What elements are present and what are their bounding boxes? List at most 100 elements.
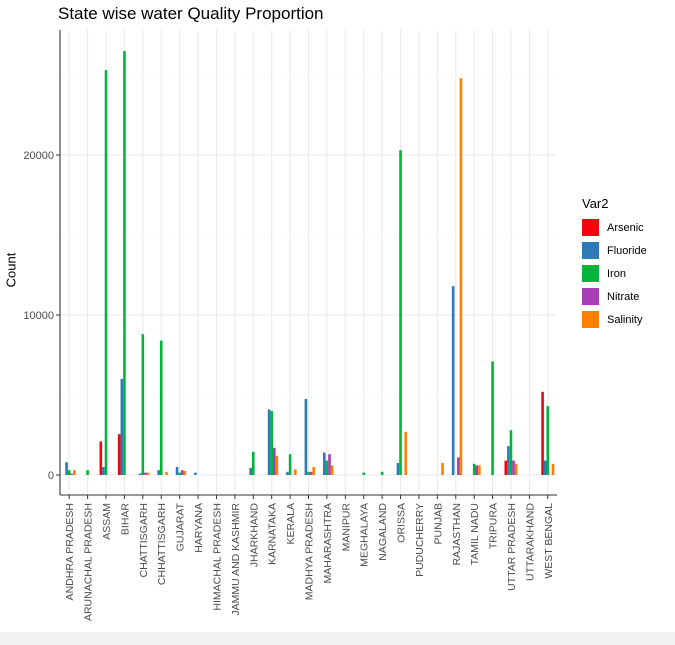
- x-tick-label: TRIPURA: [488, 503, 500, 549]
- x-tick-label: MEGHALAYA: [359, 503, 371, 567]
- x-tick-label: BIHAR: [119, 503, 131, 536]
- legend-item-arsenic: Arsenic: [582, 216, 647, 239]
- legend: Var2 Arsenic Fluoride Iron Nitrate Salin…: [582, 196, 647, 331]
- bar-fluoride: [507, 446, 510, 475]
- x-tick-label: MADHYA PRADESH: [304, 503, 316, 600]
- x-tick-label: ANDHRA PRADESH: [64, 503, 76, 600]
- bar-iron: [67, 470, 71, 475]
- bar-iron: [86, 470, 89, 475]
- chart-title: State wise water Quality Proportion: [58, 4, 324, 23]
- bar-fluoride: [175, 467, 179, 475]
- bar-fluoride: [194, 472, 197, 475]
- bar-fluoride: [138, 473, 142, 475]
- y-tick-label: 20000: [23, 150, 54, 162]
- major-gridlines: [60, 30, 557, 495]
- y-ticks: 0 10000 20000: [23, 150, 60, 482]
- bar-salinity: [293, 469, 297, 475]
- x-tick-label: PUDUCHERRY: [414, 503, 426, 577]
- bar-fluoride: [65, 462, 68, 475]
- x-tick-label: GUJARAT: [175, 502, 187, 551]
- bar-arsenic: [117, 434, 121, 475]
- bar-salinity: [459, 78, 463, 475]
- x-tick-label: KERALA: [285, 503, 297, 544]
- legend-item-fluoride: Fluoride: [582, 239, 647, 262]
- x-tick-label: ORISSA: [396, 503, 408, 543]
- legend-key-salinity: [582, 311, 599, 328]
- legend-item-nitrate: Nitrate: [582, 285, 647, 308]
- bar-iron: [251, 451, 255, 475]
- bar-salinity: [551, 463, 555, 475]
- bar-nitrate: [144, 472, 147, 475]
- bar-iron: [104, 70, 108, 475]
- bar-salinity: [183, 471, 187, 475]
- legend-label-iron: Iron: [607, 267, 626, 280]
- bar-iron: [399, 150, 402, 475]
- bar-nitrate: [512, 460, 515, 475]
- legend-label-nitrate: Nitrate: [607, 290, 640, 303]
- legend-label-salinity: Salinity: [607, 313, 643, 326]
- bar-fluoride: [120, 379, 124, 475]
- bar-iron: [159, 340, 163, 475]
- bar-iron: [325, 460, 329, 475]
- x-tick-label: UTTARAKHAND: [524, 503, 536, 581]
- bar-nitrate: [328, 454, 331, 475]
- bar-iron: [472, 463, 476, 475]
- bar-fluoride: [267, 409, 271, 475]
- bar-fluoride: [249, 467, 252, 475]
- y-tick-label: 0: [48, 470, 54, 482]
- x-tick-label: ASSAM: [101, 503, 113, 540]
- legend-key-nitrate: [582, 288, 599, 305]
- bar-fluoride: [157, 470, 160, 475]
- x-tick-label: HIMACHAL PRADESH: [211, 503, 223, 611]
- x-tick-label: CHATTISGARH: [138, 503, 150, 577]
- x-tick-label: NAGALAND: [377, 503, 389, 561]
- x-ticks: ANDHRA PRADESH ARUNACHAL PRADESH ASSAM BIHA…: [64, 495, 555, 621]
- bar-salinity: [165, 471, 168, 475]
- x-tick-label: CHHATTISGARH: [156, 503, 168, 585]
- x-tick-label: ARUNACHAL PRADESH: [83, 503, 95, 621]
- x-tick-label: KARNATAKA: [267, 503, 279, 565]
- bar-iron: [380, 471, 384, 475]
- bottom-strip: [0, 632, 675, 645]
- legend-key-fluoride: [582, 242, 599, 259]
- bar-iron: [270, 411, 273, 475]
- x-tick-label: TAMIL NADU: [469, 503, 481, 565]
- legend-title: Var2: [582, 196, 609, 211]
- bar-salinity: [478, 465, 481, 475]
- bar-nitrate: [457, 457, 460, 475]
- legend-item-salinity: Salinity: [582, 308, 647, 331]
- bar-salinity: [73, 470, 76, 475]
- bar-salinity: [330, 465, 334, 475]
- bar-salinity: [514, 463, 518, 475]
- bar-fluoride: [543, 460, 547, 475]
- bar-arsenic: [541, 391, 544, 475]
- legend-key-iron: [582, 265, 599, 282]
- x-tick-label: MANIPUR: [340, 503, 352, 552]
- x-tick-label: HARYANA: [193, 503, 205, 553]
- bar-fluoride: [286, 471, 289, 475]
- x-tick-label: WEST BENGAL: [543, 503, 555, 579]
- bar-salinity: [312, 467, 315, 475]
- bar-iron: [491, 361, 494, 475]
- y-tick-label: 10000: [23, 310, 54, 322]
- bar-salinity: [275, 455, 279, 475]
- bar-nitrate: [272, 447, 276, 475]
- bar-salinity: [404, 431, 408, 475]
- bar-iron: [362, 472, 366, 475]
- x-tick-label: JHARKHAND: [248, 503, 260, 568]
- x-tick-label: UTTAR PRADESH: [506, 503, 518, 591]
- legend-item-iron: Iron: [582, 262, 647, 285]
- bar-fluoride: [323, 452, 326, 475]
- bar-iron: [288, 454, 292, 475]
- legend-key-arsenic: [582, 219, 599, 236]
- bar-iron: [123, 51, 126, 475]
- bar-nitrate: [309, 471, 313, 475]
- bar-fluoride: [304, 399, 308, 475]
- bar-iron: [546, 406, 550, 475]
- bar-nitrate: [475, 465, 479, 475]
- bar-nitrate: [70, 473, 74, 475]
- bar-iron: [178, 472, 181, 475]
- bar-fluoride: [396, 463, 400, 475]
- x-tick-label: RAJASTHAN: [451, 503, 463, 565]
